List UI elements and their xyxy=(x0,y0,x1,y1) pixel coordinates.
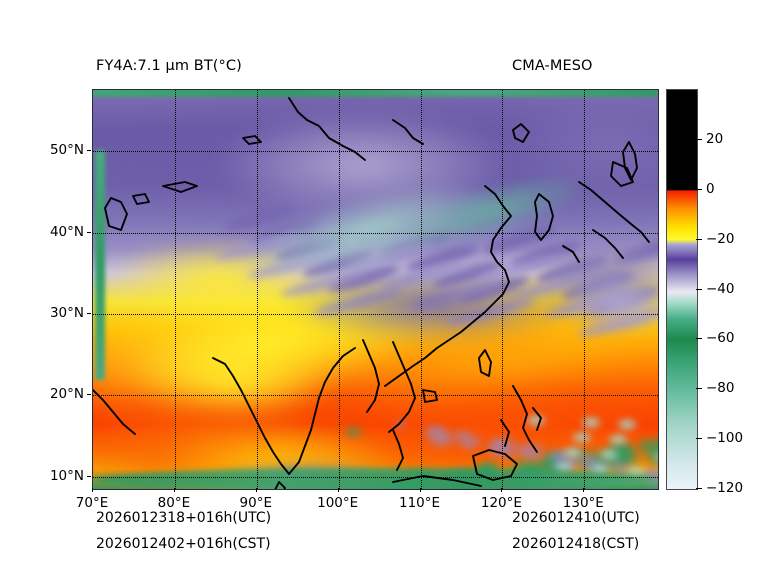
footer-init-utc: 2026012318+016h(UTC) xyxy=(96,510,272,526)
coastline-path xyxy=(562,245,580,263)
coastline-path xyxy=(392,429,404,471)
y-tick-label: 40°N xyxy=(49,223,84,240)
bt-convective-anvil xyxy=(455,432,485,452)
x-tick-label: 110°E xyxy=(399,495,441,511)
y-tick xyxy=(87,312,91,314)
y-tick xyxy=(87,394,91,396)
coastline-path xyxy=(362,339,380,413)
colorbar-tick xyxy=(696,488,702,489)
coastline-path xyxy=(472,449,518,481)
x-tick-label: 90°E xyxy=(239,495,272,511)
x-tick xyxy=(419,488,421,492)
colorbar-tick-label: 0 xyxy=(706,180,715,197)
colorbar-gradient xyxy=(667,90,697,489)
colorbar[interactable] xyxy=(666,89,698,490)
bt-left-edge-strip xyxy=(95,150,105,380)
colorbar-tick xyxy=(696,288,702,290)
model-label: CMA-MESO xyxy=(512,58,593,74)
coastline-path xyxy=(610,161,634,187)
satellite-map-axes[interactable] xyxy=(92,89,659,490)
coastline-path xyxy=(288,347,356,475)
y-tick xyxy=(87,475,91,477)
coastline-path xyxy=(104,197,128,231)
coastline-path xyxy=(534,193,554,241)
colorbar-tick xyxy=(696,338,702,340)
bt-coldest-top xyxy=(605,431,631,448)
x-tick-label: 80°E xyxy=(157,495,191,511)
bt-cloud-japan xyxy=(563,275,658,335)
coastline-path xyxy=(274,481,286,489)
coastline-path xyxy=(578,181,650,243)
bt-convective-cell xyxy=(343,425,364,439)
colorbar-tick xyxy=(696,438,702,440)
y-tick-label: 10°N xyxy=(49,467,84,484)
colorbar-tick-label: −80 xyxy=(706,380,735,397)
bt-coldest-top xyxy=(614,416,640,433)
y-tick xyxy=(87,150,91,152)
coastline-path xyxy=(392,119,424,145)
bt-convective-anvil xyxy=(517,444,534,456)
colorbar-tick-label: −120 xyxy=(706,480,744,496)
bt-top-edge-strip xyxy=(93,90,658,96)
y-tick-label: 30°N xyxy=(49,304,84,321)
x-tick-label: 100°E xyxy=(317,495,359,511)
x-tick xyxy=(583,488,585,492)
footer-valid-cst: 2026012418(CST) xyxy=(512,536,640,552)
colorbar-tick-label: −40 xyxy=(706,280,735,297)
colorbar-tick xyxy=(696,238,702,240)
coastline-path xyxy=(392,475,482,487)
colorbar-tick xyxy=(696,388,702,390)
colorbar-tick-label: −100 xyxy=(706,430,744,447)
bt-convective-anvil xyxy=(424,426,460,450)
coastline-path xyxy=(242,135,262,145)
bt-coldest-top xyxy=(523,412,549,429)
x-tick xyxy=(501,488,503,492)
coastline-path xyxy=(132,193,150,205)
coastline-overlay xyxy=(93,97,650,489)
footer-valid-utc: 2026012410(UTC) xyxy=(512,510,640,526)
footer-init-cst: 2026012402+016h(CST) xyxy=(96,536,271,552)
colorbar-tick xyxy=(696,138,702,140)
y-tick-label: 20°N xyxy=(49,386,84,403)
coastline-path xyxy=(500,419,510,447)
colorbar-tick-label: −20 xyxy=(706,230,735,247)
bt-coldest-top xyxy=(569,429,595,446)
coastline-path xyxy=(388,341,416,433)
bt-coldest-top xyxy=(651,448,658,465)
x-tick-label: 130°E xyxy=(562,495,604,511)
coastline-path xyxy=(592,229,624,259)
coastline-path xyxy=(478,349,492,377)
x-tick xyxy=(337,488,339,492)
coastline-path xyxy=(93,389,136,435)
coastline-path xyxy=(422,389,438,403)
x-tick xyxy=(173,488,175,492)
coastline-path xyxy=(512,123,530,143)
colorbar-tick xyxy=(696,188,702,190)
coastline-path xyxy=(512,385,538,453)
bt-bottom-edge-strip xyxy=(93,468,658,489)
x-tick xyxy=(92,488,93,492)
colorbar-tick-label: −60 xyxy=(706,330,735,347)
coastline-path xyxy=(288,97,366,161)
x-tick xyxy=(255,488,257,492)
coastline-path xyxy=(162,181,198,193)
y-tick xyxy=(87,231,91,233)
bt-coldest-top xyxy=(596,446,622,463)
coastline-path xyxy=(532,407,542,431)
x-tick-label: 70°E xyxy=(75,495,109,511)
bt-coldest-top xyxy=(560,444,586,461)
x-tick-label: 120°E xyxy=(480,495,522,511)
page-title: FY4A:7.1 μm BT(°C) xyxy=(96,58,242,74)
coastline-path xyxy=(212,357,290,475)
colorbar-tick-label: 20 xyxy=(706,130,724,147)
coastline-path xyxy=(384,185,512,387)
bt-convective-anvil xyxy=(393,420,408,430)
y-tick-label: 50°N xyxy=(49,142,84,159)
